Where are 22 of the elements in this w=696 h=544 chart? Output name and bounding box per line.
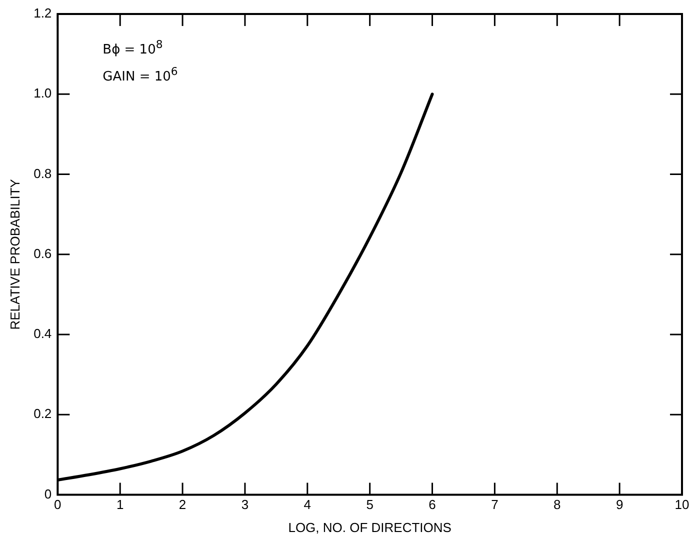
x-tick-label: 7 <box>491 497 498 512</box>
y-tick-label: 1.0 <box>34 86 52 101</box>
y-axis-title: RELATIVE PROBABILITY <box>7 178 22 330</box>
annotation: Bϕ = 10$^{8}$ <box>102 37 164 60</box>
y-tick-label: 1.2 <box>34 6 52 21</box>
x-tick-label: 9 <box>616 497 624 512</box>
x-tick-label: 3 <box>241 497 249 512</box>
x-tick-label: 5 <box>366 497 374 512</box>
y-tick-label: 0.8 <box>34 166 52 181</box>
annotation: GAIN = 10$^{6}$ <box>102 64 178 87</box>
x-tick-label: 6 <box>428 497 436 512</box>
x-tick-label: 8 <box>554 497 561 512</box>
y-tick-label: 0.2 <box>34 406 52 422</box>
x-tick-label: 10 <box>674 497 690 512</box>
x-tick-label: 0 <box>54 497 62 512</box>
x-tick-label: 4 <box>304 497 312 512</box>
y-tick-label: 0 <box>44 486 52 502</box>
y-tick-label: 0.4 <box>34 326 52 342</box>
x-tick-label: 1 <box>116 497 124 512</box>
x-axis-title: LOG, NO. OF DIRECTIONS <box>288 520 452 535</box>
y-tick-label: 0.6 <box>34 246 52 261</box>
x-tick-label: 2 <box>178 497 186 512</box>
